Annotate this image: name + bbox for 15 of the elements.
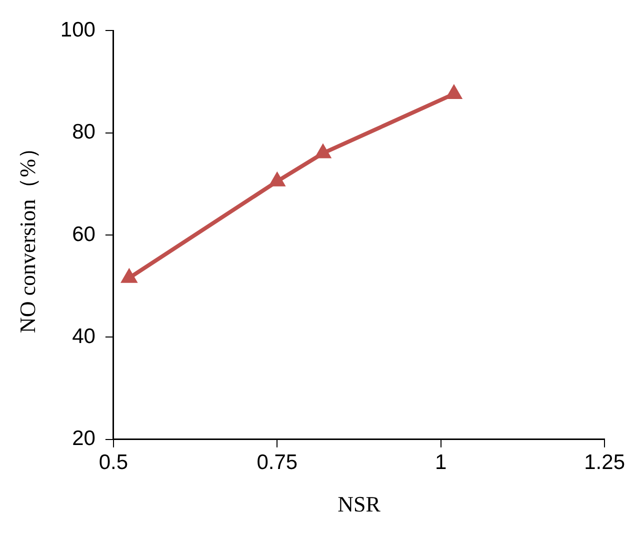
x-tick-label: 1 [435, 450, 447, 474]
y-tick-label: 60 [72, 222, 96, 246]
point [314, 144, 332, 158]
y-tick-label: 20 [72, 427, 96, 450]
x-tick-label: 1.25 [584, 450, 625, 474]
point [120, 268, 138, 283]
y-axis-title: NO conversion（%） [14, 136, 40, 334]
y-tick-label: 100 [60, 18, 96, 42]
y-tick-label: 80 [72, 120, 96, 144]
y-tick-label: 40 [72, 324, 96, 348]
x-axis-title: NSR [338, 492, 381, 517]
x-tick-label: 0.75 [256, 450, 298, 474]
point [268, 172, 286, 186]
point [446, 84, 462, 99]
x-tick-label: 0.5 [98, 450, 128, 474]
